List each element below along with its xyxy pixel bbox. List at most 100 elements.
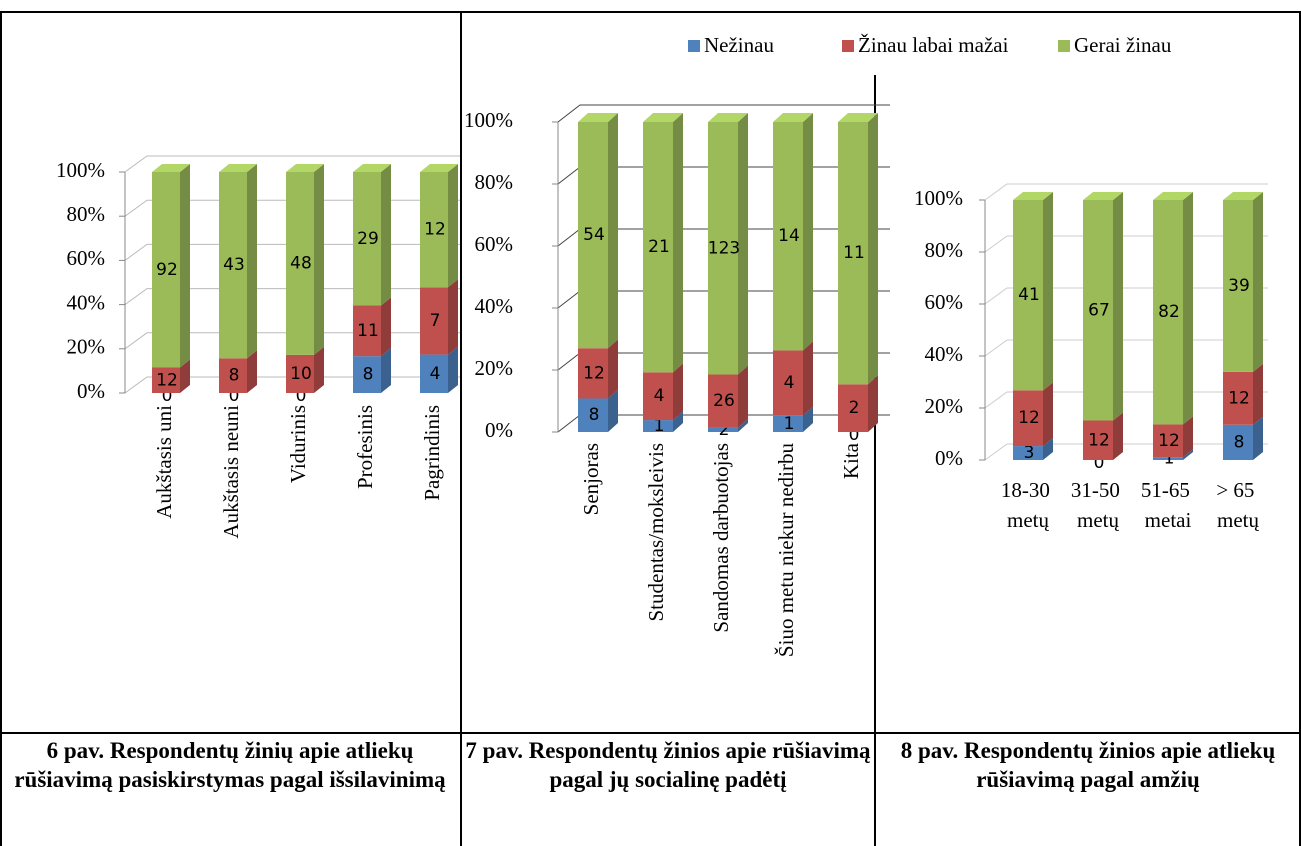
bar-side <box>448 279 458 355</box>
x-tick-label: Šiuo metu niekur nedirbu <box>774 443 798 658</box>
bar-segment <box>773 415 803 432</box>
bar-side <box>1183 449 1193 460</box>
data-label: 12 <box>583 363 605 383</box>
bar-segment <box>838 384 868 432</box>
data-label: 7 <box>430 311 441 331</box>
data-label: 2 <box>849 398 860 418</box>
data-label: 12 <box>1088 430 1110 450</box>
bar-top <box>286 164 324 172</box>
bar-segment <box>353 172 381 306</box>
bar-side <box>803 406 813 432</box>
x-tick-label: Sandomas darbuotojas <box>709 443 733 633</box>
data-label: 8 <box>1234 432 1245 452</box>
data-label: 8 <box>229 366 240 386</box>
data-label: 8 <box>589 405 600 425</box>
data-label: 8 <box>363 365 374 385</box>
data-label: 39 <box>1228 276 1250 296</box>
bar-segment <box>578 398 608 432</box>
label-line: 18-30 <box>1001 478 1055 502</box>
legend-label: Gerai žinau <box>1074 33 1172 57</box>
bar-side <box>381 164 391 306</box>
bar-side <box>803 113 813 351</box>
bar-side <box>673 113 683 373</box>
data-label: 0 <box>162 386 173 406</box>
label-line: 51-65 <box>1141 478 1195 502</box>
caption: 7 pav. Respondentų žinios apie rūšiavimą… <box>465 738 871 792</box>
grid-line <box>124 155 460 173</box>
bar-segment <box>838 122 868 385</box>
y-tick-label: 100% <box>914 186 963 210</box>
data-label: 4 <box>784 373 795 393</box>
y-tick-label: 80% <box>925 238 964 262</box>
data-label: 0 <box>229 386 240 406</box>
bar-top <box>1153 192 1193 200</box>
legend-swatch <box>842 40 854 52</box>
label-line: metai <box>1145 508 1192 532</box>
bar-side <box>247 350 257 393</box>
bar-side <box>673 363 683 421</box>
x-tick-label: 18-30 metų <box>1001 478 1055 532</box>
bar-segment <box>1083 200 1113 421</box>
bar-segment <box>286 172 314 355</box>
data-label: 4 <box>430 364 441 384</box>
data-label: 29 <box>357 229 379 249</box>
x-tick-label: Kita <box>839 442 863 479</box>
bar-side <box>180 164 190 368</box>
bar-segment <box>420 172 448 288</box>
bar-segment <box>643 372 673 421</box>
data-label: 26 <box>713 391 735 411</box>
bar-segment <box>1153 200 1183 425</box>
data-label: 67 <box>1088 300 1110 320</box>
bar-segment <box>1013 390 1043 447</box>
data-label: 2 <box>719 420 730 440</box>
y-tick-label: 100% <box>464 108 513 132</box>
bar-side <box>448 346 458 393</box>
bar-segment <box>1013 200 1043 391</box>
bar-side <box>1253 416 1263 460</box>
bar-segment <box>1013 446 1043 460</box>
data-label: 0 <box>849 425 860 445</box>
bar-segment <box>420 354 448 393</box>
bar-segment <box>773 350 803 416</box>
bar-segment <box>152 367 180 393</box>
data-label: 3 <box>1024 443 1035 463</box>
data-label: 1 <box>784 414 795 434</box>
bar-side <box>1043 438 1053 460</box>
x-tick-label: > 65 metų <box>1216 478 1259 532</box>
bar-segment <box>152 172 180 368</box>
data-label: 12 <box>424 220 446 240</box>
bar-segment <box>1223 424 1253 460</box>
data-label: 0 <box>296 386 307 406</box>
bar-side <box>381 348 391 393</box>
bar-side <box>1043 192 1053 391</box>
grid-line <box>984 183 1268 201</box>
bar-segment <box>643 420 673 432</box>
data-label: 1 <box>654 416 665 436</box>
y-tick-label: 0% <box>77 379 105 403</box>
bar-segment <box>708 374 738 428</box>
bar-top <box>708 113 748 122</box>
data-label: 0 <box>1094 453 1105 473</box>
y-tick-label: 40% <box>67 290 106 314</box>
bar-side <box>868 113 878 385</box>
label-line: > 65 <box>1216 478 1259 502</box>
bar-side <box>180 359 190 393</box>
bar-segment <box>708 122 738 375</box>
x-tick-label: Vidurinis <box>286 405 310 483</box>
bar-segment <box>773 122 803 351</box>
bar-side <box>247 164 257 359</box>
data-label: 14 <box>778 226 800 246</box>
bar-side <box>1043 382 1053 447</box>
bar-side <box>868 375 878 432</box>
y-tick-label: 0% <box>935 446 963 470</box>
legend-swatch <box>688 40 700 52</box>
bar-side <box>803 341 813 416</box>
bar-segment <box>219 172 247 359</box>
bar-segment <box>708 427 738 432</box>
x-tick-label: 51-65 metai <box>1141 478 1195 532</box>
y-tick-label: 100% <box>56 158 105 182</box>
bar-top <box>1013 192 1053 200</box>
bar-side <box>1253 363 1263 425</box>
bar-side <box>314 164 324 355</box>
bar-top <box>353 164 391 172</box>
